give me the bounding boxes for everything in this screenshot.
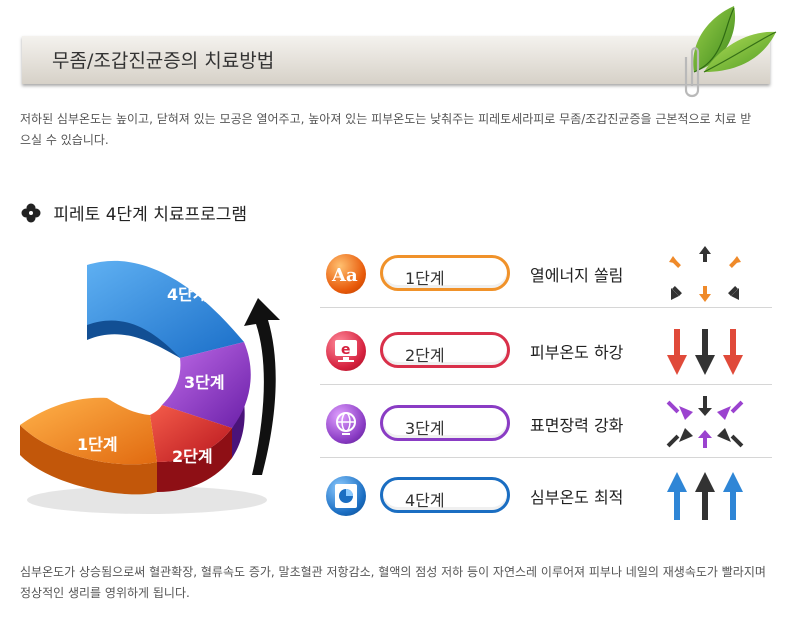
globe-icon [326,404,366,444]
step-pill-4: 4단계 [380,477,510,513]
svg-text:e: e [341,342,351,358]
step-pill-2: 2단계 [380,332,510,368]
step-row-2: e 2단계 피부온도 하강 [320,315,772,385]
clover-icon [21,203,41,222]
page-title: 무좀/조갑진균증의 치료방법 [52,50,275,72]
segment-2 [150,405,232,462]
segment-3 [162,342,251,428]
footer-text: 심부온도가 상승됨으로써 혈관확장, 혈류속도 증가, 말초혈관 저항감소, 혈… [20,565,766,600]
text-aa-icon: Aa [326,254,366,294]
step-desc-4: 심부온도 최적 [530,488,624,507]
section-heading: 피레토 4단계 치료프로그램 [20,200,248,225]
down-arrows-icon [667,329,743,375]
monitor-e-icon: e [326,331,366,371]
step-row-3: 3단계 표면장력 강화 [320,388,772,458]
title-bar: 무좀/조갑진균증의 치료방법 [22,36,770,84]
step-row-1: Aa 1단계 열에너지 쏠림 [320,238,772,308]
step-desc-3: 표면장력 강화 [530,416,624,435]
step-desc-2: 피부온도 하강 [530,343,624,362]
chart-label-4: 4단계 [167,285,208,304]
section-title: 피레토 4단계 치료프로그램 [53,205,248,225]
converging-arrows-icon [669,246,741,302]
chart-label-3: 3단계 [184,373,225,392]
step-pill-3: 3단계 [380,405,510,441]
chart-label-2: 2단계 [172,447,213,466]
curved-up-arrow-icon [244,298,280,475]
segment-1 [20,397,157,465]
inward-arrows-icon [666,396,744,448]
intro-text: 저하된 심부온도는 높이고, 닫혀져 있는 모공은 열어주고, 높아져 있는 피… [20,112,752,147]
step-desc-1: 열에너지 쏠림 [530,266,624,285]
step-pill-1: 1단계 [380,255,510,291]
up-arrows-icon [667,472,743,520]
svg-text:Aa: Aa [331,265,358,286]
segment-4 [87,260,244,358]
chart-label-1: 1단계 [77,435,118,454]
leaf-clip-icon [684,6,777,98]
step-row-4: 4단계 심부온도 최적 [320,460,772,530]
pie-chart-icon [326,476,366,516]
stage-chart: 4단계 3단계 2단계 1단계 [20,260,280,514]
